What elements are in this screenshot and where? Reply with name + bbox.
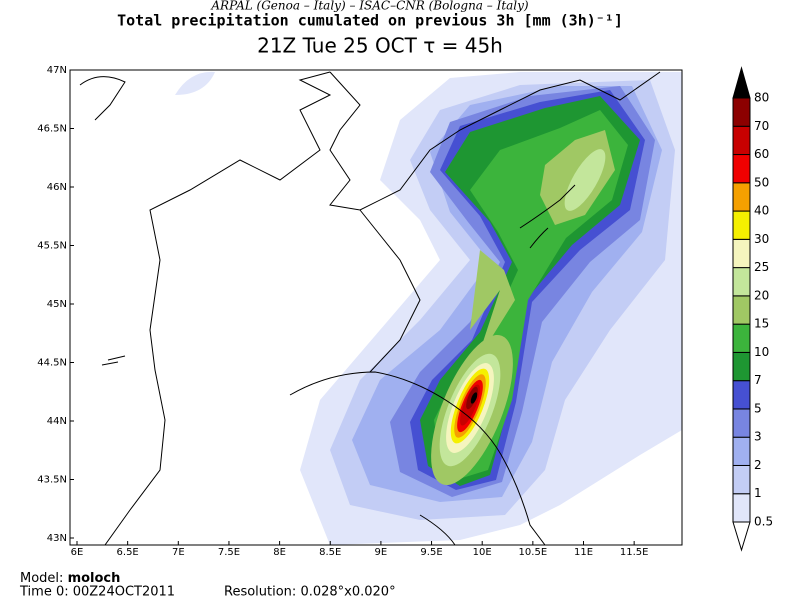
colorbar-label: 70 <box>754 119 769 133</box>
colorbar-label: 80 <box>754 91 769 105</box>
colorbar-over <box>732 66 751 99</box>
border <box>359 209 421 373</box>
colorbar-box <box>732 380 751 410</box>
header-line3: 21Z Tue 25 OCT τ = 45h <box>257 34 503 58</box>
colorbar-label: 40 <box>754 204 769 218</box>
model-label: Model: <box>20 571 63 586</box>
map <box>69 69 683 546</box>
header-line1: ARPAL (Genoa – Italy) – ISAC–CNR (Bologn… <box>210 0 529 13</box>
precip-area <box>175 71 215 95</box>
colorbar-box <box>732 408 751 438</box>
lat-label: 46N <box>47 182 67 193</box>
precip-area <box>470 392 478 404</box>
colorbar-label: 7 <box>754 373 762 387</box>
colorbar-label: 50 <box>754 175 769 189</box>
colorbar-label: 0.5 <box>754 515 773 529</box>
colorbar-label: 15 <box>754 317 769 331</box>
lat-label: 47N <box>47 65 67 76</box>
lon-label: 6E <box>71 547 84 558</box>
lon-label: 8E <box>273 547 286 558</box>
header-line2: Total precipitation cumulated on previou… <box>117 12 623 30</box>
lat-label: 46.5N <box>37 124 67 135</box>
colorbar-label: 10 <box>754 345 769 359</box>
border <box>79 76 126 121</box>
lake <box>101 355 126 366</box>
colorbar-box <box>732 267 751 297</box>
precipitation-field <box>79 71 682 545</box>
lon-label: 8.5E <box>319 547 341 558</box>
footer-time: Time 0: 00Z24OCT2011 <box>19 585 175 600</box>
lat-label: 44N <box>47 416 67 427</box>
colorbar: 0.5 1 2 3 5 7 10 15 20 25 30 40 50 60 70 80 <box>732 66 773 552</box>
footer-resolution: Resolution: 0.028°x0.020° <box>224 585 396 600</box>
lon-label: 7.5E <box>218 547 240 558</box>
coastline <box>419 514 456 545</box>
colorbar-box <box>732 436 751 466</box>
colorbar-box <box>732 493 751 523</box>
colorbar-label: 60 <box>754 147 769 161</box>
lat-label: 43N <box>47 533 67 544</box>
colorbar-box <box>732 97 751 127</box>
colorbar-box <box>732 210 751 240</box>
colorbar-box <box>732 238 751 269</box>
coastline <box>289 371 546 545</box>
colorbar-label: 25 <box>754 260 769 274</box>
colorbar-box <box>732 182 751 212</box>
precip-area <box>440 130 615 455</box>
lat-label: 45.5N <box>37 241 67 252</box>
colorbar-label: 3 <box>754 430 762 444</box>
colorbar-label: 5 <box>754 401 762 415</box>
lat-label: 45N <box>47 299 67 310</box>
colorbar-box <box>732 351 751 382</box>
lake <box>519 184 576 249</box>
border <box>329 71 661 211</box>
lat-label: 43.5N <box>37 475 67 486</box>
colorbar-label: 30 <box>754 232 769 246</box>
axis-labels: 6E 6.5E 7E 7.5E 8E 8.5E 9E 9.5E 10E 10.5E 11E 11.5E… <box>37 65 648 558</box>
colorbar-box <box>732 154 751 184</box>
colorbar-label: 20 <box>754 288 769 302</box>
colorbar-box <box>732 125 751 156</box>
lon-label: 10E <box>473 547 492 558</box>
lon-label: 7E <box>172 547 185 558</box>
colorbar-label: 2 <box>754 458 762 472</box>
precip-area <box>564 149 606 211</box>
map-frame <box>69 69 683 546</box>
lon-label: 9E <box>375 547 388 558</box>
colorbar-label: 1 <box>754 486 762 500</box>
lon-label: 9.5E <box>420 547 442 558</box>
colorbar-box <box>732 464 751 495</box>
colorbar-box <box>732 323 751 353</box>
footer-model: Model: moloch <box>20 571 120 586</box>
border <box>104 71 332 545</box>
lon-label: 6.5E <box>117 547 139 558</box>
model-name: moloch <box>68 571 121 586</box>
lon-label: 10.5E <box>519 547 548 558</box>
lon-label: 11E <box>574 547 593 558</box>
lat-label: 44.5N <box>37 358 67 369</box>
lon-label: 11.5E <box>620 547 649 558</box>
colorbar-box <box>732 295 751 325</box>
